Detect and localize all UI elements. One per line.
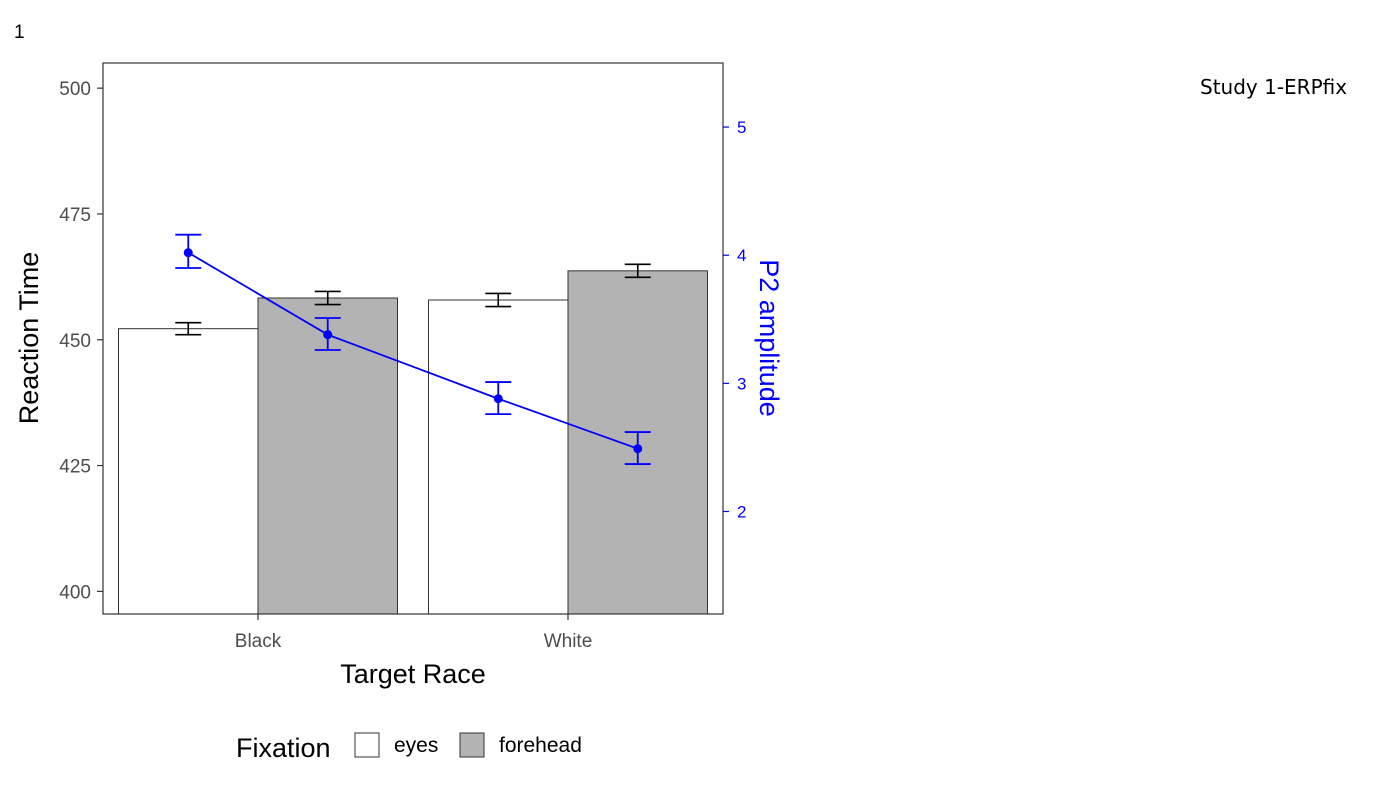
y-tick-label-400: 400: [59, 582, 91, 603]
y-axis-title: Reaction Time: [14, 252, 44, 425]
y-tick-label-425: 425: [59, 457, 91, 478]
legend-key-forehead: [459, 732, 485, 758]
bar-eyes-white: [428, 299, 569, 615]
p2-point-white-eyes: [493, 394, 503, 404]
y-axis: 400 425 450 475 500: [59, 79, 103, 603]
page-number: 1: [14, 22, 25, 43]
y-tick-label-450: 450: [59, 331, 91, 352]
bar-error-forehead-black: [314, 290, 341, 306]
p2-line: [187, 251, 639, 450]
bar-eyes-black: [118, 328, 259, 615]
secondary-y-axis-title: P2 amplitude: [754, 259, 784, 417]
p2-point-black-eyes: [183, 248, 193, 258]
bar-error-eyes-white: [485, 292, 512, 308]
bar-error-forehead-white: [624, 263, 651, 279]
r-tick-label-5: 5: [737, 118, 746, 137]
legend-title: Fixation: [236, 733, 331, 763]
bars-layer: [118, 270, 708, 615]
y-tick-label-500: 500: [59, 79, 91, 100]
study-label: Study 1-ERPfix: [1200, 75, 1348, 99]
legend-key-eyes: [354, 732, 380, 758]
secondary-y-axis: 2 3 4 5: [723, 118, 746, 521]
legend-label-forehead: forehead: [499, 734, 582, 757]
r-tick-label-4: 4: [737, 246, 746, 265]
y-tick-label-475: 475: [59, 205, 91, 226]
legend: Fixation eyes forehead: [236, 732, 582, 763]
x-tick-label-black: Black: [235, 631, 282, 652]
bar-error-layer: [175, 263, 651, 336]
x-axis-title: Target Race: [340, 659, 486, 689]
plot-panel-border: [102, 62, 724, 615]
p2-layer: [175, 233, 651, 465]
r-tick-label-3: 3: [737, 374, 746, 393]
p2-point-white-forehead: [633, 444, 643, 454]
p2-point-black-forehead: [323, 330, 333, 340]
legend-label-eyes: eyes: [394, 734, 438, 757]
x-axis: Black White: [235, 614, 593, 652]
bar-error-eyes-black: [175, 321, 202, 336]
r-tick-label-2: 2: [737, 502, 746, 521]
x-tick-label-white: White: [544, 631, 593, 652]
